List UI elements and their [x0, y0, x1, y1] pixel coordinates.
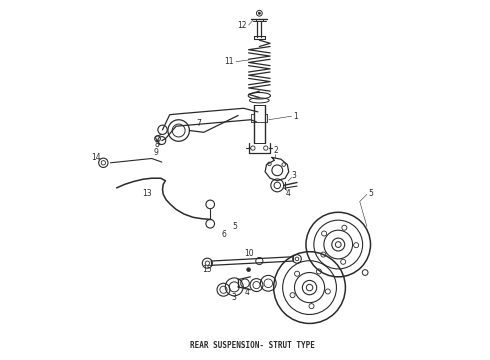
Text: 1: 1: [293, 112, 297, 121]
Text: 4: 4: [245, 288, 249, 297]
Circle shape: [258, 12, 260, 14]
Circle shape: [247, 268, 250, 271]
Text: 4: 4: [286, 189, 291, 198]
Text: 13: 13: [143, 189, 152, 198]
Text: 10: 10: [244, 249, 253, 258]
Text: 8: 8: [154, 140, 159, 149]
Text: 6: 6: [222, 230, 227, 239]
Circle shape: [335, 242, 341, 247]
Text: 3: 3: [291, 171, 296, 180]
Text: 14: 14: [91, 153, 101, 162]
Text: 5: 5: [233, 222, 237, 231]
Text: 7: 7: [196, 119, 201, 128]
Text: 5: 5: [368, 189, 373, 198]
Text: REAR SUSPENSION- STRUT TYPE: REAR SUSPENSION- STRUT TYPE: [190, 341, 315, 350]
Text: 12: 12: [237, 21, 247, 30]
Text: 2: 2: [273, 147, 278, 156]
Text: 15: 15: [202, 265, 212, 274]
Text: 3: 3: [232, 293, 237, 302]
Text: 9: 9: [154, 148, 158, 157]
Text: 11: 11: [224, 57, 234, 66]
